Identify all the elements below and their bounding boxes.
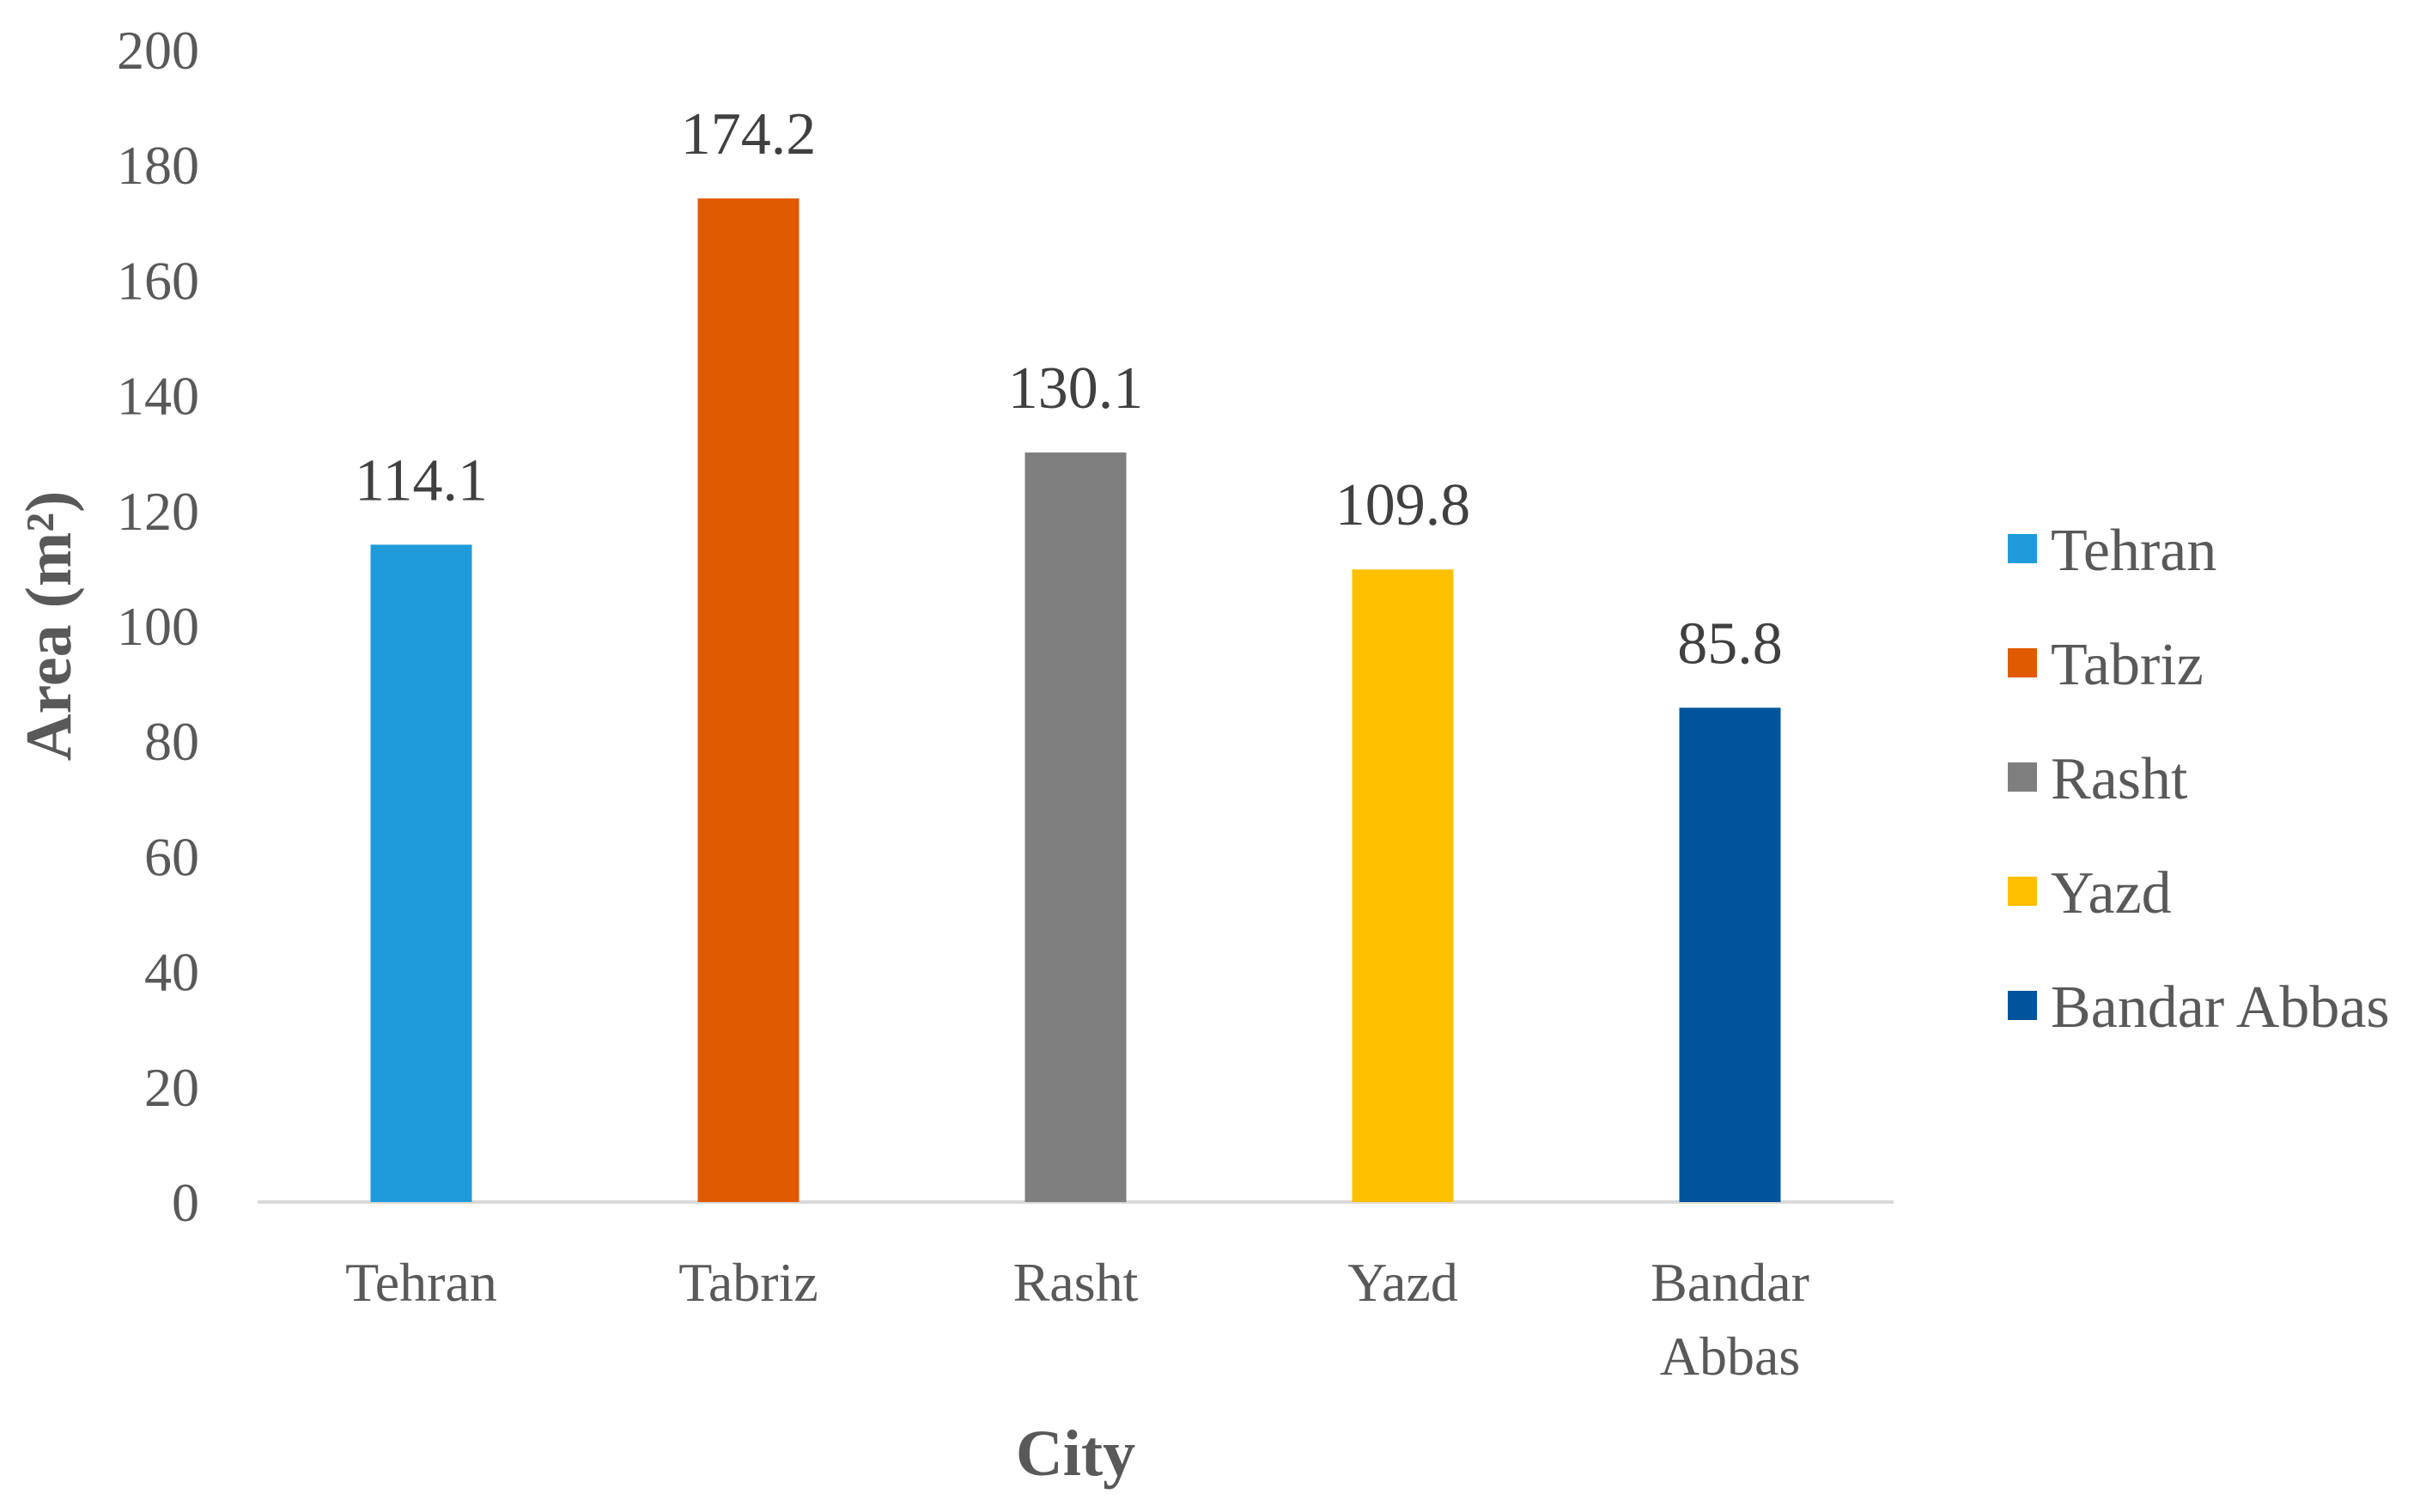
y-tick-label: 100 [117, 596, 199, 657]
x-axis-title: City [1016, 1418, 1135, 1490]
bar-tehran [370, 544, 472, 1202]
legend-label: Tabriz [2051, 632, 2204, 698]
bars [370, 198, 1781, 1202]
y-tick-label: 80 [144, 711, 199, 772]
legend-label: Bandar Abbas [2051, 975, 2390, 1041]
x-tick-label: Tabriz [678, 1252, 818, 1313]
data-label: 114.1 [355, 447, 488, 513]
y-axis-title: Area (m²) [13, 491, 85, 762]
x-tick-label: Abbas [1660, 1326, 1801, 1387]
y-axis-ticks: 0 20 40 60 80 100 120 140 160 180 200 [117, 20, 199, 1233]
x-tick-label: Bandar [1651, 1252, 1809, 1313]
legend-label: Rasht [2051, 746, 2188, 812]
legend-label: Tehran [2051, 518, 2216, 584]
y-tick-label: 140 [117, 366, 199, 427]
y-tick-label: 180 [117, 135, 199, 196]
data-labels: 114.1 174.2 130.1 109.8 85.8 [355, 101, 1783, 677]
y-tick-label: 20 [144, 1057, 199, 1118]
legend-label: Yazd [2051, 860, 2172, 926]
legend: Tehran Tabriz Rasht Yazd Bandar Abbas [2008, 518, 2390, 1041]
legend-swatch [2008, 762, 2037, 792]
y-tick-label: 200 [117, 20, 199, 81]
y-tick-label: 40 [144, 942, 199, 1003]
bar-bandar-abbas [1679, 707, 1781, 1202]
y-tick-label: 60 [144, 826, 199, 887]
legend-swatch [2008, 877, 2037, 906]
data-label: 174.2 [681, 101, 817, 167]
x-axis-ticks: Tehran Tabriz Rasht Yazd Bandar Abbas [345, 1252, 1809, 1387]
legend-swatch [2008, 534, 2037, 563]
legend-swatch [2008, 648, 2037, 677]
y-tick-label: 0 [172, 1172, 199, 1233]
data-label: 130.1 [1008, 355, 1144, 422]
bar-yazd [1352, 569, 1454, 1202]
x-tick-label: Rasht [1013, 1252, 1139, 1313]
y-tick-label: 160 [117, 250, 199, 311]
bar-tabriz [697, 198, 800, 1202]
data-label: 85.8 [1677, 610, 1783, 677]
x-tick-label: Tehran [345, 1252, 497, 1313]
bar-rasht [1024, 452, 1127, 1202]
y-tick-label: 120 [117, 481, 199, 542]
legend-swatch [2008, 991, 2037, 1020]
data-label: 109.8 [1335, 472, 1471, 538]
x-tick-label: Yazd [1347, 1252, 1458, 1313]
